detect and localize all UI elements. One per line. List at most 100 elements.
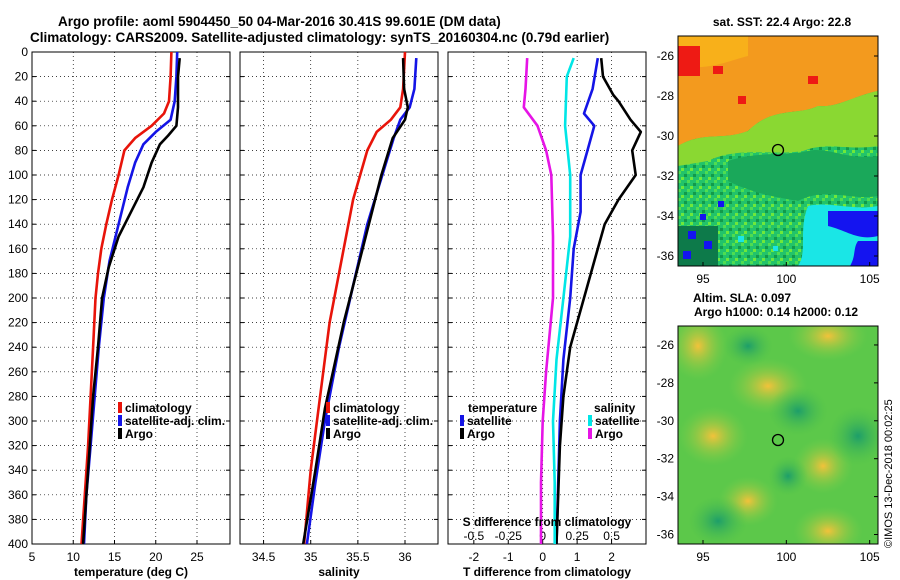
sst-map-image bbox=[678, 36, 878, 266]
legend-swatch-satellite bbox=[118, 415, 122, 426]
sst-map: 95 100 105 -26 -28 -30 -32 -34 -36 bbox=[657, 35, 880, 286]
x-tick-label-salinity: 0.25 bbox=[565, 529, 589, 543]
x-tick-label: 34.5 bbox=[252, 550, 276, 564]
y-tick-label: 180 bbox=[8, 266, 28, 280]
map-y-tick-label: -26 bbox=[657, 49, 675, 63]
temperature-legend: climatology satellite-adj. clim. Argo bbox=[118, 401, 225, 441]
y-tick-label: 380 bbox=[8, 512, 28, 526]
legend-label-t-argo: Argo bbox=[467, 427, 495, 441]
temperature-xlabel: temperature (deg C) bbox=[74, 565, 188, 579]
x-tick-label-salinity: -0.5 bbox=[463, 529, 484, 543]
sst-map-title: sat. SST: 22.4 Argo: 22.8 bbox=[713, 15, 852, 29]
x-tick-label: 15 bbox=[108, 550, 122, 564]
y-tick-label: 0 bbox=[21, 45, 28, 59]
legend-swatch-satellite bbox=[326, 415, 330, 426]
salinity-legend: climatology satellite-adj. clim. Argo bbox=[326, 401, 433, 441]
series-line-climatology bbox=[302, 51, 407, 545]
y-tick-label: 300 bbox=[8, 414, 28, 428]
x-tick-label: 25 bbox=[190, 550, 204, 564]
sla-map-title-line1: Altim. SLA: 0.097 bbox=[693, 291, 791, 305]
y-tick-label: 140 bbox=[8, 217, 28, 231]
legend-swatch-t-satellite bbox=[460, 415, 464, 426]
map-y-tick-label: -32 bbox=[657, 452, 675, 466]
y-tick-label: 200 bbox=[8, 291, 28, 305]
y-tick-label: 20 bbox=[15, 70, 29, 84]
sla-map-ticks: 95 100 105 -26 -28 -30 -32 -34 -36 bbox=[657, 338, 880, 564]
sla-map: 95 100 105 -26 -28 -30 -32 -34 -36 bbox=[657, 325, 880, 564]
x-tick-label-salinity: 0.5 bbox=[603, 529, 620, 543]
y-tick-label: 320 bbox=[8, 439, 28, 453]
map-x-tick-label: 95 bbox=[696, 272, 710, 286]
sla-argo-marker bbox=[771, 433, 785, 447]
y-tick-label: 400 bbox=[8, 537, 28, 551]
map-y-tick-label: -34 bbox=[657, 490, 675, 504]
y-tick-label: 260 bbox=[8, 365, 28, 379]
y-tick-label: 120 bbox=[8, 193, 28, 207]
y-tick-label: 60 bbox=[15, 119, 29, 133]
y-tick-label: 100 bbox=[8, 168, 28, 182]
x-tick-label: 20 bbox=[149, 550, 163, 564]
grid-layer bbox=[31, 52, 646, 544]
x-tick-label-salinity: -0.25 bbox=[495, 529, 523, 543]
series-line-t-satellite bbox=[555, 57, 600, 545]
map-y-tick-label: -28 bbox=[657, 89, 675, 103]
map-x-tick-label: 100 bbox=[776, 550, 796, 564]
legend-label-t-satellite: satellite bbox=[467, 414, 512, 428]
sst-map-ticks: 95 100 105 -26 -28 -30 -32 -34 -36 bbox=[657, 49, 880, 286]
x-tick-label: 10 bbox=[67, 550, 81, 564]
x-tick-label: 35 bbox=[304, 550, 318, 564]
series-layer bbox=[80, 51, 643, 545]
legend-swatch-t-argo bbox=[460, 428, 464, 439]
sla-map-frame bbox=[677, 325, 879, 545]
y-tick-label: 40 bbox=[15, 94, 29, 108]
y-tick-label: 160 bbox=[8, 242, 28, 256]
difference-xlabel-salinity: S difference from climatology bbox=[463, 515, 632, 529]
y-tick-label: 220 bbox=[8, 316, 28, 330]
x-tick-label: 2 bbox=[608, 550, 615, 564]
sst-argo-marker bbox=[771, 143, 785, 157]
difference-legend: temperature satellite Argo salinity sate… bbox=[460, 401, 640, 441]
legend-label-climatology: climatology bbox=[125, 401, 192, 415]
series-line-argo bbox=[81, 57, 181, 545]
tick-label-layer: 5 10 15 20 25 34.5 35 35.5 36 -2 -1 0 1 2 -0.5 -0.25 0 0.… bbox=[8, 45, 646, 564]
y-tick-label: 240 bbox=[8, 340, 28, 354]
map-y-tick-label: -32 bbox=[657, 169, 675, 183]
series-line-argo bbox=[301, 58, 410, 545]
y-tick-label: 80 bbox=[15, 143, 29, 157]
legend-swatch-argo bbox=[118, 428, 122, 439]
legend-swatch-s-argo bbox=[588, 428, 592, 439]
map-y-tick-label: -26 bbox=[657, 338, 675, 352]
figure-title-line2: Climatology: CARS2009. Satellite-adjuste… bbox=[30, 30, 609, 45]
imos-watermark: ©IMOS 13-Dec-2018 00:02:25 bbox=[883, 399, 895, 548]
map-y-tick-label: -34 bbox=[657, 209, 675, 223]
legend-label-argo: Argo bbox=[333, 427, 361, 441]
figure-title-line1: Argo profile: aoml 5904450_50 04-Mar-201… bbox=[58, 14, 501, 29]
map-y-tick-label: -36 bbox=[657, 249, 675, 263]
series-line-climatology bbox=[80, 51, 173, 545]
sst-map-frame bbox=[677, 35, 879, 267]
x-tick-label: 0 bbox=[539, 550, 546, 564]
legend-label-s-satellite: satellite bbox=[595, 414, 640, 428]
map-y-tick-label: -36 bbox=[657, 528, 675, 542]
series-line-s-satellite bbox=[551, 57, 575, 544]
difference-xlabel: T difference from climatology bbox=[463, 565, 631, 579]
x-tick-label: -1 bbox=[503, 550, 514, 564]
map-x-tick-label: 105 bbox=[860, 550, 880, 564]
x-tick-label: 5 bbox=[29, 550, 36, 564]
legend-swatch-climatology bbox=[326, 402, 330, 413]
legend-label-climatology: climatology bbox=[333, 401, 400, 415]
map-y-tick-label: -28 bbox=[657, 376, 675, 390]
legend-swatch-climatology bbox=[118, 402, 122, 413]
map-y-tick-label: -30 bbox=[657, 414, 675, 428]
legend-swatch-argo bbox=[326, 428, 330, 439]
legend-label-satellite: satellite-adj. clim. bbox=[125, 414, 225, 428]
y-tick-label: 280 bbox=[8, 389, 28, 403]
x-tick-label: 36 bbox=[398, 550, 412, 564]
series-line-t-argo bbox=[555, 57, 643, 545]
legend-title-temperature: temperature bbox=[468, 401, 538, 415]
legend-label-s-argo: Argo bbox=[595, 427, 623, 441]
y-tick-label: 340 bbox=[8, 463, 28, 477]
x-tick-label: -2 bbox=[468, 550, 479, 564]
x-tick-label: 1 bbox=[574, 550, 581, 564]
